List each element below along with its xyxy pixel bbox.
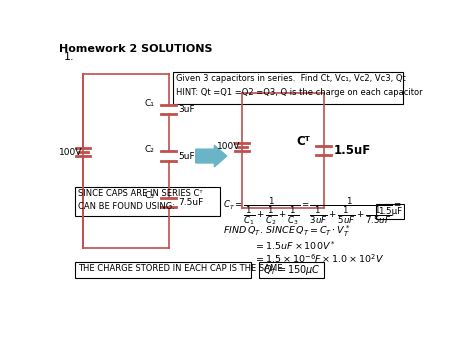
Text: 1.5uF: 1.5uF bbox=[334, 144, 371, 157]
Text: SINCE CAPS ARE IN SERIES Cᵀ
CAN BE FOUND USING:: SINCE CAPS ARE IN SERIES Cᵀ CAN BE FOUND… bbox=[78, 189, 202, 211]
Text: $FIND\,Q_T.\,SINCE\,Q_T = C_T \cdot V_T^*$: $FIND\,Q_T.\,SINCE\,Q_T = C_T \cdot V_T^… bbox=[223, 224, 350, 239]
FancyBboxPatch shape bbox=[173, 72, 403, 104]
Text: 3uF: 3uF bbox=[179, 105, 195, 114]
Text: 5uF: 5uF bbox=[179, 151, 195, 161]
FancyBboxPatch shape bbox=[259, 262, 324, 278]
Text: $= 1.5 \times 10^{-6}F \times 1.0 \times 10^{2}V$: $= 1.5 \times 10^{-6}F \times 1.0 \times… bbox=[254, 252, 384, 265]
Text: Homework 2 SOLUTIONS: Homework 2 SOLUTIONS bbox=[59, 44, 213, 54]
Text: $Q_T = 150\mu C$: $Q_T = 150\mu C$ bbox=[263, 263, 321, 277]
Text: 7.5uF: 7.5uF bbox=[179, 198, 204, 207]
FancyArrow shape bbox=[196, 145, 227, 167]
Text: $= 1.5uF \times 100V^*$: $= 1.5uF \times 100V^*$ bbox=[254, 239, 336, 252]
Text: Given 3 capacitors in series.  Find Ct, Vc₁, Vc2, Vc3, Qt
HINT: Qt =Q1 =Q2 =Q3, : Given 3 capacitors in series. Find Ct, V… bbox=[176, 74, 423, 97]
Text: 100V: 100V bbox=[58, 148, 82, 157]
Text: C₁: C₁ bbox=[145, 99, 155, 107]
Text: $C_T = \dfrac{1}{\dfrac{1}{C_1}+\dfrac{1}{C_2}+\dfrac{1}{C_3}}$$ = \dfrac{1}{\df: $C_T = \dfrac{1}{\dfrac{1}{C_1}+\dfrac{1… bbox=[223, 196, 401, 227]
Text: THE CHARGE STORED IN EACH CAP IS THE SAME: THE CHARGE STORED IN EACH CAP IS THE SAM… bbox=[78, 264, 283, 273]
Text: 100V: 100V bbox=[217, 142, 241, 151]
Text: Cᵀ: Cᵀ bbox=[296, 135, 310, 148]
FancyBboxPatch shape bbox=[376, 204, 404, 219]
Text: C₃: C₃ bbox=[145, 191, 155, 200]
Text: C₂: C₂ bbox=[145, 145, 155, 154]
Text: 1.5μF: 1.5μF bbox=[378, 207, 402, 216]
FancyBboxPatch shape bbox=[75, 187, 220, 216]
Text: 1.: 1. bbox=[64, 52, 75, 62]
FancyBboxPatch shape bbox=[75, 262, 251, 278]
